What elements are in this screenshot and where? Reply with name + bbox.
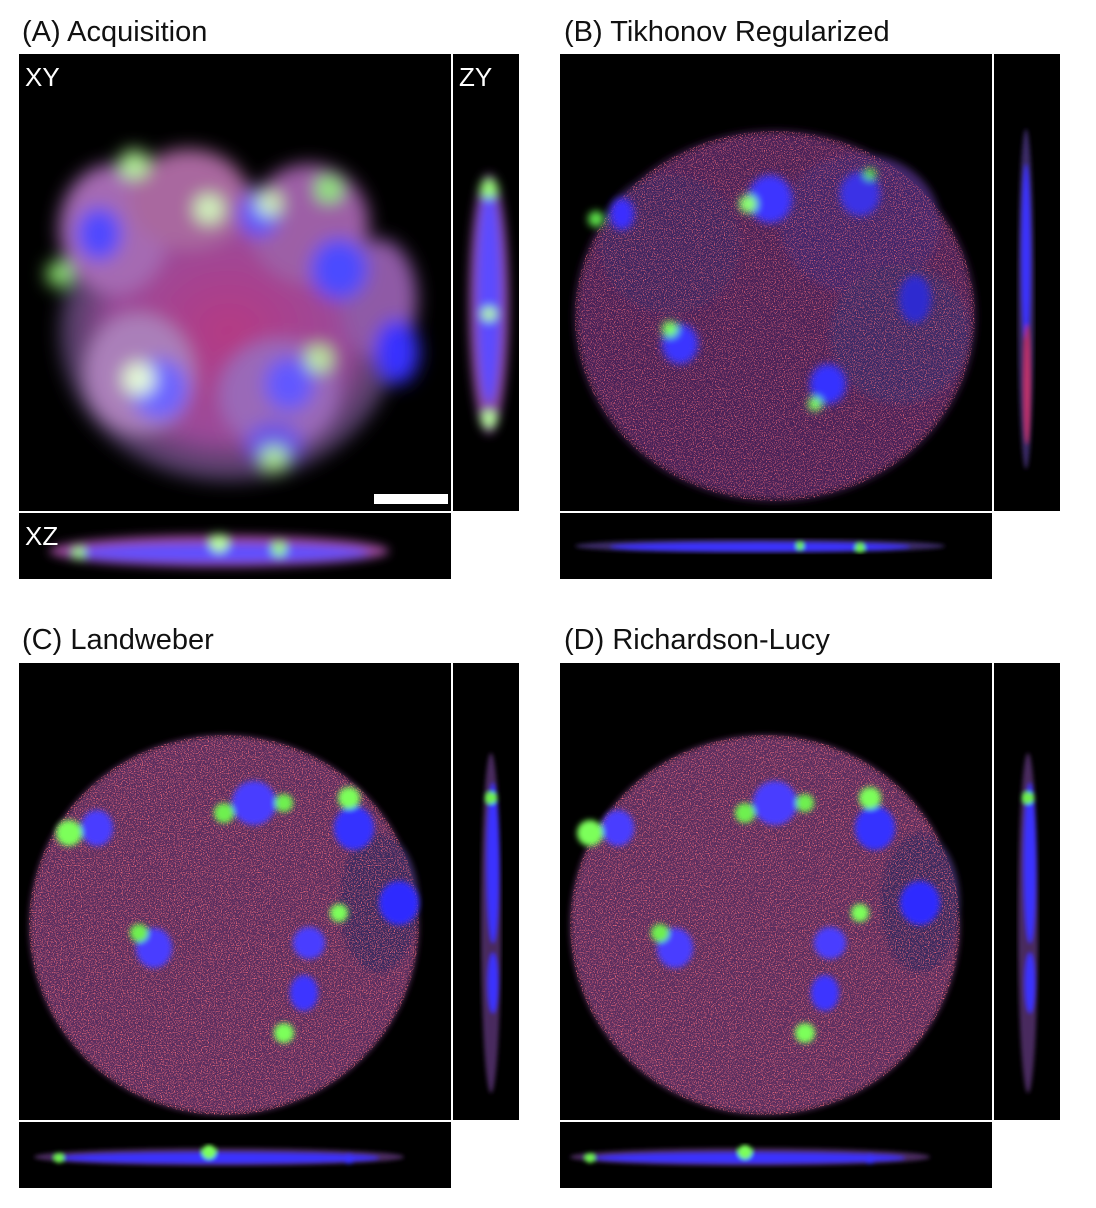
panel-b-zy-image (1018, 129, 1034, 469)
panel-d-zy-image (1018, 753, 1038, 1093)
panel-c-xz-image (34, 1145, 404, 1166)
panel-a-xy-view: XY (19, 54, 451, 511)
xy-view-label: XY (25, 62, 60, 92)
panel-c-xy-view (19, 663, 451, 1120)
panel-c-title: (C) Landweber (22, 624, 214, 656)
panel-d-xy-view (560, 663, 992, 1120)
scale-bar (374, 494, 448, 504)
panel-b-xz-view (560, 513, 992, 579)
panel-b-xz-image (575, 539, 945, 553)
panel-a-xz-image (49, 534, 389, 567)
xz-view-label: XZ (25, 521, 59, 551)
panel-d-xz-image (570, 1145, 930, 1166)
panel-a-title: (A) Acquisition (22, 16, 208, 48)
panel-d-title: (D) Richardson-Lucy (564, 624, 830, 656)
panel-b-title: (B) Tikhonov Regularized (564, 16, 890, 48)
panel-a-zy-image (469, 174, 509, 434)
panel-a-zy-view: ZY (453, 54, 519, 511)
panel-c-xz-view (19, 1122, 451, 1188)
zy-view-label: ZY (459, 62, 493, 92)
panel-d-xy-image (570, 735, 960, 1115)
panel-b-xy-image (575, 131, 975, 501)
panel-d-zy-view (994, 663, 1060, 1120)
panel-c-xy-image (29, 735, 419, 1115)
panel-b-xy-view (560, 54, 992, 511)
panel-a-xy-image (47, 149, 419, 482)
panel-c-zy-view (453, 663, 519, 1120)
panel-d-xz-view (560, 1122, 992, 1188)
panel-a-xz-view: XZ (19, 513, 451, 579)
panel-b-zy-view (994, 54, 1060, 511)
panel-c-zy-image (481, 753, 501, 1093)
